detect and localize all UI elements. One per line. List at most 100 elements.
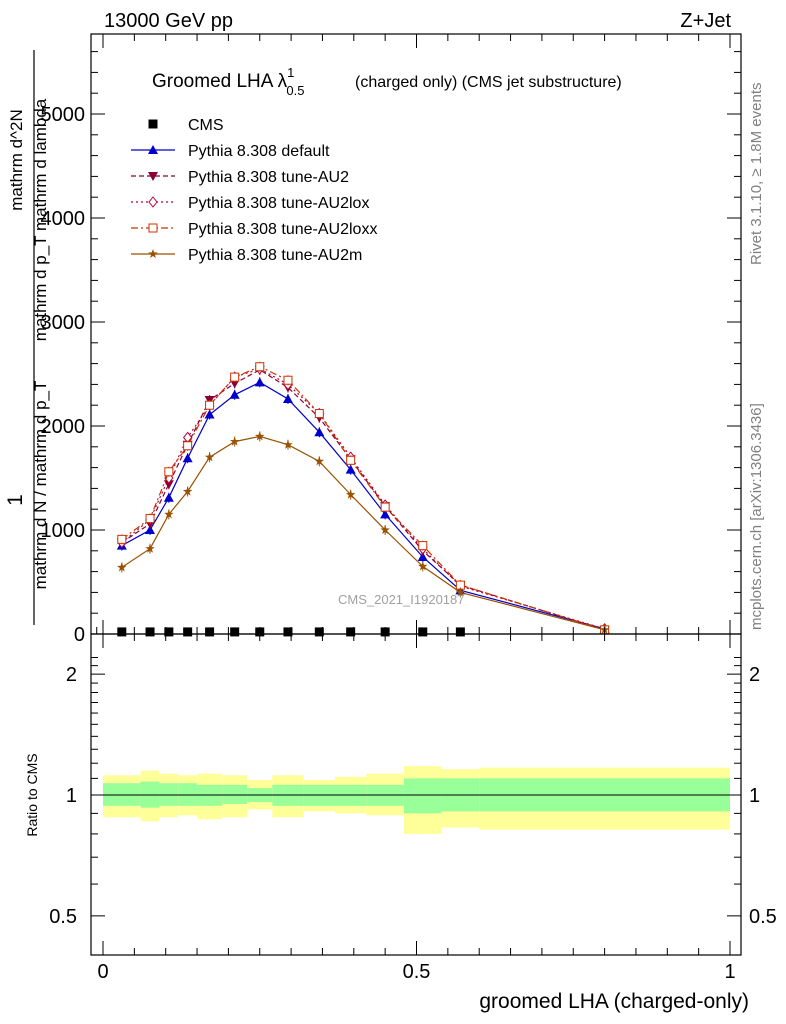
- data-marker: [283, 439, 293, 449]
- ratio-y-tick-label: 1: [749, 785, 760, 807]
- data-marker: [164, 509, 174, 519]
- ratio-band-inner: [159, 783, 179, 806]
- data-marker: [418, 627, 428, 637]
- data-marker: [164, 627, 174, 637]
- data-marker: [145, 627, 155, 637]
- plot-title: Groomed LHA λ1 0.5: [152, 65, 304, 98]
- x-tick-label: 0.5: [403, 961, 431, 983]
- legend-label: Pythia 8.308 tune-AU2m: [188, 247, 362, 264]
- plot-title-sup: 1: [287, 65, 294, 80]
- legend-label: Pythia 8.308 tune-AU2: [188, 169, 349, 186]
- data-marker: [455, 627, 465, 637]
- y-tick-label: 3000: [41, 312, 86, 334]
- data-marker: [148, 196, 158, 208]
- data-marker: [380, 525, 390, 534]
- ratio-y-tick-label: 2: [749, 664, 760, 686]
- plot-title-lambda: λ: [278, 71, 288, 92]
- series-5: [117, 431, 610, 635]
- data-marker: [205, 400, 215, 410]
- mcplots-label: mcplots.cern.ch [arXiv:1306.3436]: [748, 403, 765, 630]
- data-marker: [148, 172, 158, 181]
- ratio-y-tick-label: 0.5: [49, 906, 77, 928]
- ylabel-denominator: mathrm d N / mathrm d p_T: [31, 381, 50, 590]
- data-marker: [380, 502, 390, 512]
- series-line: [121, 381, 605, 630]
- ylabel-top-line2: mathrm d p_T mathrm d lambda: [31, 98, 50, 341]
- data-marker: [314, 456, 325, 466]
- ratio-band-inner: [222, 784, 248, 804]
- data-marker: [283, 375, 293, 385]
- series-line: [121, 368, 605, 630]
- process-label: Z+Jet: [680, 10, 731, 32]
- y-tick-label: 5000: [41, 104, 86, 126]
- data-marker: [418, 561, 428, 571]
- ylabel-numerator: 1: [4, 494, 27, 506]
- data-marker: [163, 492, 174, 502]
- energy-label: 13000 GeV pp: [104, 10, 233, 32]
- data-marker: [254, 377, 265, 387]
- data-marker: [230, 627, 240, 637]
- data-marker: [204, 452, 215, 462]
- legend-label: CMS: [188, 117, 224, 134]
- data-marker: [229, 436, 240, 446]
- y-tick-label: 1000: [41, 520, 86, 542]
- xlabel: groomed LHA (charged-only): [479, 990, 749, 1013]
- data-marker: [148, 145, 158, 154]
- data-marker: [418, 541, 428, 551]
- data-marker: [314, 427, 325, 437]
- y-tick-label: 0: [74, 624, 85, 646]
- x-tick-label: 1: [724, 961, 735, 983]
- ylabel-top-line1: mathrm d^2N: [7, 109, 26, 211]
- x-tick-label: 0: [97, 961, 108, 983]
- plot-title-main: Groomed LHA: [152, 71, 278, 92]
- data-marker: [314, 627, 324, 637]
- series-line: [121, 435, 605, 631]
- data-marker: [148, 119, 158, 129]
- ratio-band-inner: [178, 783, 198, 806]
- data-marker: [455, 587, 466, 597]
- data-marker: [183, 441, 193, 451]
- legend-label: Pythia 8.308 tune-AU2loxx: [188, 221, 377, 238]
- data-marker: [164, 467, 174, 477]
- data-marker: [182, 486, 193, 496]
- legend-label: Pythia 8.308 tune-AU2lox: [188, 195, 369, 212]
- data-marker: [282, 393, 293, 403]
- ratio-bands: [91, 766, 741, 834]
- plot-subtitle: (charged only) (CMS jet substructure): [355, 74, 622, 91]
- ratio-band-inner: [403, 778, 442, 814]
- data-marker: [380, 509, 391, 519]
- ratio-ylabel: Ratio to CMS: [24, 753, 40, 836]
- legend: CMS Pythia 8.308 default Pythia 8.308 tune…: [131, 117, 377, 264]
- data-marker: [417, 552, 428, 562]
- data-marker: [182, 453, 193, 463]
- legend-label: Pythia 8.308 default: [188, 143, 330, 160]
- y-tick-label: 4000: [41, 208, 86, 230]
- data-marker: [145, 514, 155, 524]
- data-marker: [145, 543, 155, 553]
- data-marker: [145, 525, 156, 534]
- data-marker: [148, 223, 158, 233]
- data-marker: [183, 627, 193, 637]
- y-tick-label: 2000: [41, 416, 86, 438]
- ratio-y-tick-label: 0.5: [749, 906, 777, 928]
- plot-title-sub: 0.5: [286, 83, 304, 98]
- ratio-y-tick-label: 2: [66, 664, 77, 686]
- data-marker: [117, 627, 127, 637]
- data-marker: [255, 362, 265, 372]
- data-marker: [346, 627, 356, 637]
- data-marker: [346, 455, 356, 465]
- data-marker: [117, 534, 127, 544]
- data-marker: [117, 562, 127, 572]
- data-marker: [229, 389, 240, 399]
- data-marker: [148, 249, 158, 258]
- axes-layer: 0 1000 2000 3000 4000 5000 0 0.5 1 0.5 0.5 1 1 2 2: [41, 33, 777, 983]
- data-marker: [230, 372, 240, 382]
- data-marker: [314, 409, 324, 419]
- data-marker: [204, 409, 215, 419]
- analysis-watermark: CMS_2021_I1920187: [338, 592, 465, 607]
- data-marker: [205, 627, 215, 637]
- rivet-label: Rivet 3.1.10, ≥ 1.8M events: [748, 83, 765, 266]
- data-marker: [255, 431, 265, 441]
- ratio-band-inner: [103, 783, 141, 806]
